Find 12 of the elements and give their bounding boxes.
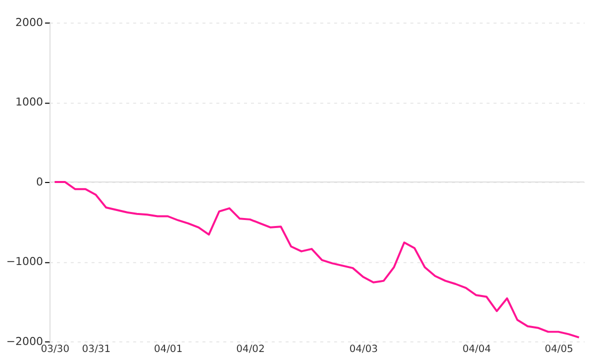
y-tick-label: 2000	[15, 16, 44, 30]
x-tick-label: 04/04	[462, 344, 491, 355]
x-tick-label: 04/01	[154, 344, 182, 355]
x-tick-label: 04/02	[236, 344, 265, 355]
y-tick-label: 0	[36, 175, 44, 188]
y-tick-label: −1000	[6, 255, 44, 268]
x-tick-label: 04/03	[349, 344, 378, 355]
y-tick-label: 1000	[15, 96, 44, 109]
x-tick-label: 04/05	[544, 344, 574, 355]
x-tick-label: 03/31	[82, 344, 111, 355]
line-series	[54, 180, 580, 338]
x-tick-label: 03/30	[40, 344, 70, 355]
